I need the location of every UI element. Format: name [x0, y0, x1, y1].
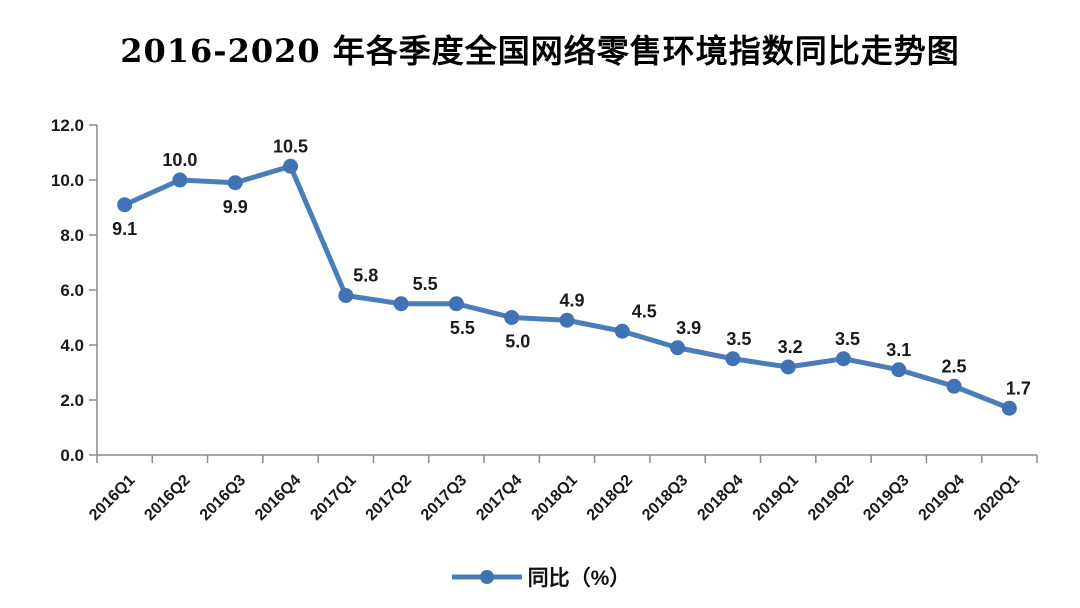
x-axis-category-label: 2019Q1	[750, 472, 802, 524]
x-axis-category-label: 2019Q3	[860, 472, 912, 524]
data-point-marker	[946, 378, 962, 394]
x-axis-category-label: 2018Q3	[639, 472, 691, 524]
x-axis-category-label: 2016Q1	[86, 472, 138, 524]
data-point-label: 5.8	[353, 266, 378, 286]
x-axis-category-label: 2020Q1	[971, 472, 1023, 524]
data-point-marker	[1001, 400, 1017, 416]
data-point-marker	[448, 296, 464, 312]
y-axis-tick-label: 2.0	[60, 391, 84, 410]
x-axis-category-label: 2016Q3	[197, 472, 249, 524]
data-point-marker	[338, 288, 354, 303]
data-point-label: 4.5	[632, 301, 657, 321]
legend-label: 同比（%）	[527, 567, 631, 590]
y-axis-tick-label: 6.0	[60, 281, 84, 300]
series-line	[122, 163, 1012, 411]
legend-line-marker-icon	[451, 570, 522, 584]
data-point-label: 3.5	[726, 329, 751, 349]
data-point-label: 3.5	[835, 329, 860, 349]
data-point-label: 3.2	[778, 337, 803, 357]
data-point-label: 5.5	[413, 274, 438, 294]
data-point-marker	[117, 197, 133, 213]
data-point-marker	[614, 323, 630, 339]
data-point-marker	[283, 158, 299, 174]
x-axis-category-label: 2018Q1	[529, 472, 581, 524]
x-axis-category-label: 2016Q2	[141, 472, 193, 524]
data-point-marker	[891, 362, 907, 378]
chart-title: 2016-2020 年各季度全国网络零售环境指数同比走势图	[120, 32, 960, 70]
x-axis-category-label: 2017Q3	[418, 472, 470, 524]
y-axis-tick-label: 10.0	[51, 171, 84, 190]
data-point-marker	[559, 312, 575, 328]
y-axis-tick-label: 12.0	[51, 116, 84, 135]
data-point-marker	[172, 172, 188, 188]
data-point-label: 2.5	[942, 356, 967, 376]
data-point-label: 9.9	[223, 197, 248, 217]
x-axis-category-label: 2019Q2	[805, 472, 857, 524]
data-point-marker	[393, 296, 409, 312]
data-point-label: 5.5	[450, 318, 475, 338]
y-axis-tick-label: 4.0	[60, 336, 84, 355]
x-axis-category-label: 2017Q1	[307, 472, 359, 524]
data-point-label: 3.1	[886, 340, 911, 360]
x-axis-category-label: 2017Q2	[363, 472, 415, 524]
x-axis-category-label: 2016Q4	[252, 472, 304, 524]
data-point-marker	[670, 340, 686, 356]
x-axis-category-label: 2017Q4	[473, 472, 525, 524]
x-axis-category-label: 2018Q2	[584, 472, 636, 524]
data-point-marker	[835, 351, 851, 367]
y-axis-tick-label: 0.0	[60, 446, 84, 465]
data-point-marker	[227, 175, 243, 191]
y-axis-tick-label: 8.0	[60, 226, 84, 245]
data-point-label: 4.9	[559, 290, 584, 310]
data-point-marker	[780, 359, 796, 375]
data-point-label: 5.0	[505, 332, 530, 352]
data-point-label: 10.0	[162, 150, 197, 170]
data-point-label: 9.1	[112, 219, 137, 239]
x-axis-category-label: 2018Q4	[694, 472, 746, 524]
data-point-label: 1.7	[1006, 378, 1031, 398]
data-point-label: 10.5	[273, 136, 308, 156]
data-point-label: 3.9	[676, 318, 701, 338]
x-axis-category-label: 2019Q4	[916, 472, 968, 524]
legend-marker-swatch	[479, 570, 494, 584]
legend: 同比（%）	[0, 562, 1080, 592]
data-point-marker	[725, 351, 741, 367]
data-point-marker	[504, 310, 520, 325]
